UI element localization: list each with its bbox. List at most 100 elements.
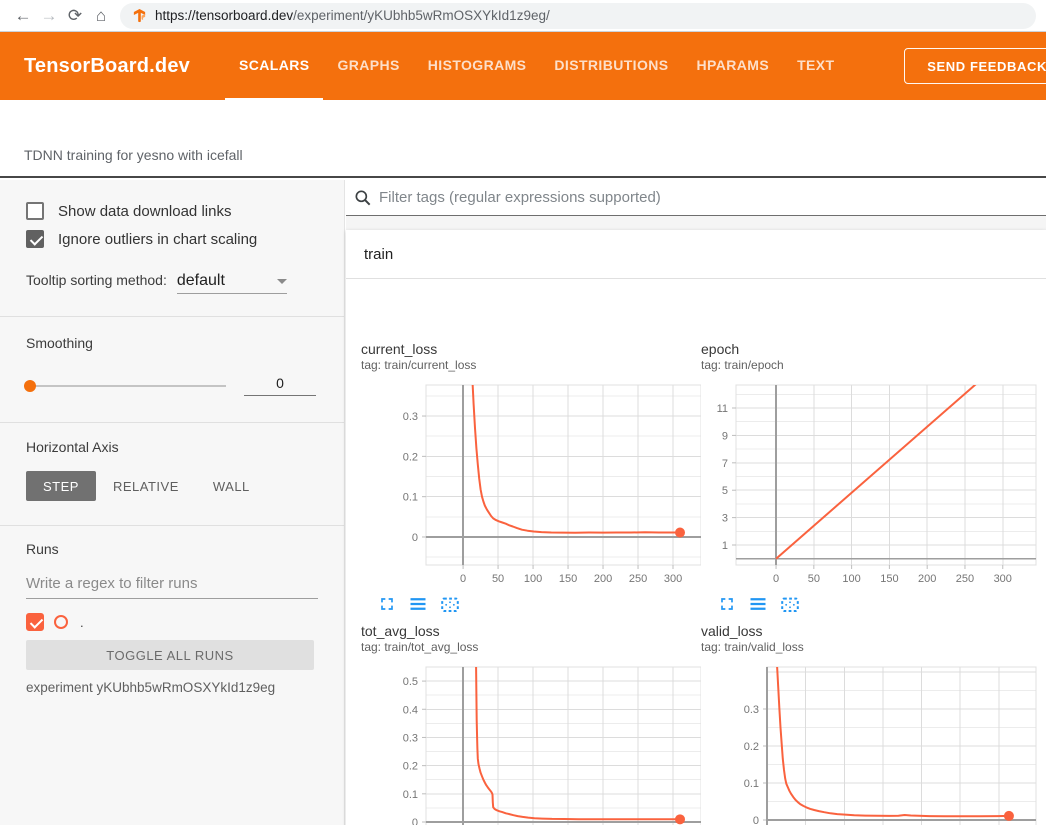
svg-text:50: 50 (492, 573, 504, 585)
ignore-outliers-label: Ignore outliers in chart scaling (58, 230, 258, 248)
experiment-note: experiment yKUbhb5wRmOSXYkId1z9eg (26, 680, 276, 695)
chart-tag: tag: train/epoch (701, 358, 784, 372)
tab-distributions[interactable]: DISTRIBUTIONS (554, 57, 669, 73)
toggle-all-runs-button[interactable]: TOGGLE ALL RUNS (26, 640, 314, 670)
chart-title: current_loss (361, 341, 438, 357)
epoch-plot[interactable]: 0 50 100 150 200 250 300 1 3 5 7 9 11 (701, 381, 1046, 585)
svg-text:0.3: 0.3 (403, 411, 418, 423)
svg-text:3: 3 (722, 513, 728, 525)
tab-histograms[interactable]: HISTOGRAMS (427, 57, 527, 73)
ignore-outliers-checkbox[interactable]: Ignore outliers in chart scaling (26, 230, 318, 248)
axis-option-relative[interactable]: RELATIVE (112, 478, 179, 494)
smoothing-value[interactable]: 0 (244, 375, 316, 396)
sidebar-divider (0, 525, 344, 526)
svg-text:0.2: 0.2 (403, 451, 418, 463)
settings-sidebar: Show data download links Ignore outliers… (0, 180, 345, 825)
chart-actions (717, 594, 1046, 616)
show-download-links-label: Show data download links (58, 202, 232, 220)
chart-title: tot_avg_loss (361, 623, 440, 639)
nav-tabs: SCALARS GRAPHS HISTOGRAMS DISTRIBUTIONS HPAR… (225, 32, 848, 100)
svg-text:50: 50 (808, 573, 820, 585)
sidebar-divider (0, 316, 344, 317)
tab-hparams[interactable]: HPARAMS (696, 57, 770, 73)
axis-option-wall[interactable]: WALL (212, 478, 250, 494)
run-checkbox-checked-icon[interactable] (26, 613, 44, 631)
svg-text:200: 200 (918, 573, 936, 585)
svg-text:150: 150 (559, 573, 577, 585)
chart-title: valid_loss (701, 623, 763, 639)
tensorboard-favicon (133, 8, 146, 23)
tag-filter-row (346, 180, 1046, 216)
fit-domain-icon[interactable] (779, 594, 801, 616)
svg-text:11: 11 (717, 403, 728, 415)
browser-back-icon[interactable]: ← (14, 5, 32, 25)
chart-tag: tag: train/tot_avg_loss (361, 640, 479, 654)
filter-tags-input[interactable] (379, 189, 1046, 206)
svg-text:0.2: 0.2 (403, 761, 418, 773)
expand-chart-icon[interactable] (377, 594, 397, 616)
run-color-swatch-icon (54, 615, 68, 629)
address-bar[interactable]: https://tensorboard.dev/experiment/yKUbh… (120, 2, 1036, 29)
svg-text:100: 100 (524, 573, 542, 585)
data-table-icon[interactable] (748, 594, 768, 616)
section-header-train[interactable]: train (346, 230, 1046, 279)
chart-tag: tag: train/current_loss (361, 358, 477, 372)
svg-text:5: 5 (722, 485, 728, 497)
send-feedback-button[interactable]: SEND FEEDBACK (904, 48, 1046, 84)
train-section-card: train current_loss tag: train/current_los… (346, 230, 1046, 825)
tab-graphs[interactable]: GRAPHS (337, 57, 400, 73)
section-title: train (364, 245, 394, 263)
smoothing-slider[interactable] (24, 379, 226, 392)
app-title[interactable]: TensorBoard.dev (24, 54, 190, 77)
run-name: . (80, 614, 84, 630)
data-table-icon[interactable] (408, 594, 428, 616)
svg-text:0.1: 0.1 (403, 789, 418, 801)
fit-domain-icon[interactable] (439, 594, 461, 616)
svg-text:200: 200 (594, 573, 612, 585)
svg-text:0: 0 (773, 573, 779, 585)
svg-text:0: 0 (460, 573, 466, 585)
experiment-bar: TDNN training for yesno with icefall (0, 100, 1046, 178)
tooltip-sorting-label: Tooltip sorting method: (26, 272, 167, 288)
svg-text:150: 150 (880, 573, 898, 585)
expand-chart-icon[interactable] (717, 594, 737, 616)
chart-card-epoch: epoch tag: train/epoch 0 50 100 150 200 250 300 1… (701, 341, 1046, 616)
chart-tag: tag: train/valid_loss (701, 640, 804, 654)
axis-option-step[interactable]: STEP (26, 471, 96, 501)
current_loss-plot[interactable]: 0 50 100 150 200 250 300 0 0.1 0.2 0.3 (361, 381, 702, 585)
slider-thumb-icon[interactable] (24, 379, 36, 392)
tooltip-sorting-select[interactable]: default (176, 272, 287, 294)
browser-reload-icon[interactable]: ⟳ (67, 5, 83, 25)
run-row[interactable]: . (26, 613, 318, 631)
svg-text:0.1: 0.1 (744, 778, 759, 790)
browser-forward-icon[interactable]: → (40, 5, 58, 25)
show-download-links-checkbox[interactable]: Show data download links (26, 202, 318, 220)
svg-text:0.1: 0.1 (403, 492, 418, 504)
horizontal-axis-label: Horizontal Axis (26, 439, 119, 455)
chart-actions (377, 594, 701, 616)
smoothing-label: Smoothing (26, 335, 93, 351)
svg-text:1: 1 (722, 540, 728, 552)
browser-home-icon[interactable]: ⌂ (95, 5, 107, 25)
svg-text:0: 0 (753, 815, 759, 825)
svg-text:0: 0 (412, 532, 418, 544)
chart-card-current_loss: current_loss tag: train/current_loss 0 50 10… (361, 341, 702, 616)
runs-filter-input[interactable] (26, 571, 318, 599)
tab-scalars[interactable]: SCALARS (225, 32, 324, 100)
svg-text:0.2: 0.2 (744, 741, 759, 753)
search-icon (355, 190, 371, 205)
svg-text:0.4: 0.4 (403, 704, 418, 716)
svg-text:300: 300 (664, 573, 682, 585)
url-path: /experiment/yKUbhb5wRmOSXYkId1z9eg/ (293, 8, 550, 23)
browser-toolbar: ← → ⟳ ⌂ https://tensorboard.dev/experime… (0, 0, 1046, 32)
tooltip-sorting-value: default (176, 272, 225, 289)
chart-title: epoch (701, 341, 740, 357)
tab-text[interactable]: TEXT (797, 57, 835, 73)
runs-label: Runs (26, 541, 59, 557)
svg-text:0.5: 0.5 (403, 676, 418, 688)
sidebar-divider (0, 422, 344, 423)
dropdown-arrow-icon (276, 278, 287, 284)
